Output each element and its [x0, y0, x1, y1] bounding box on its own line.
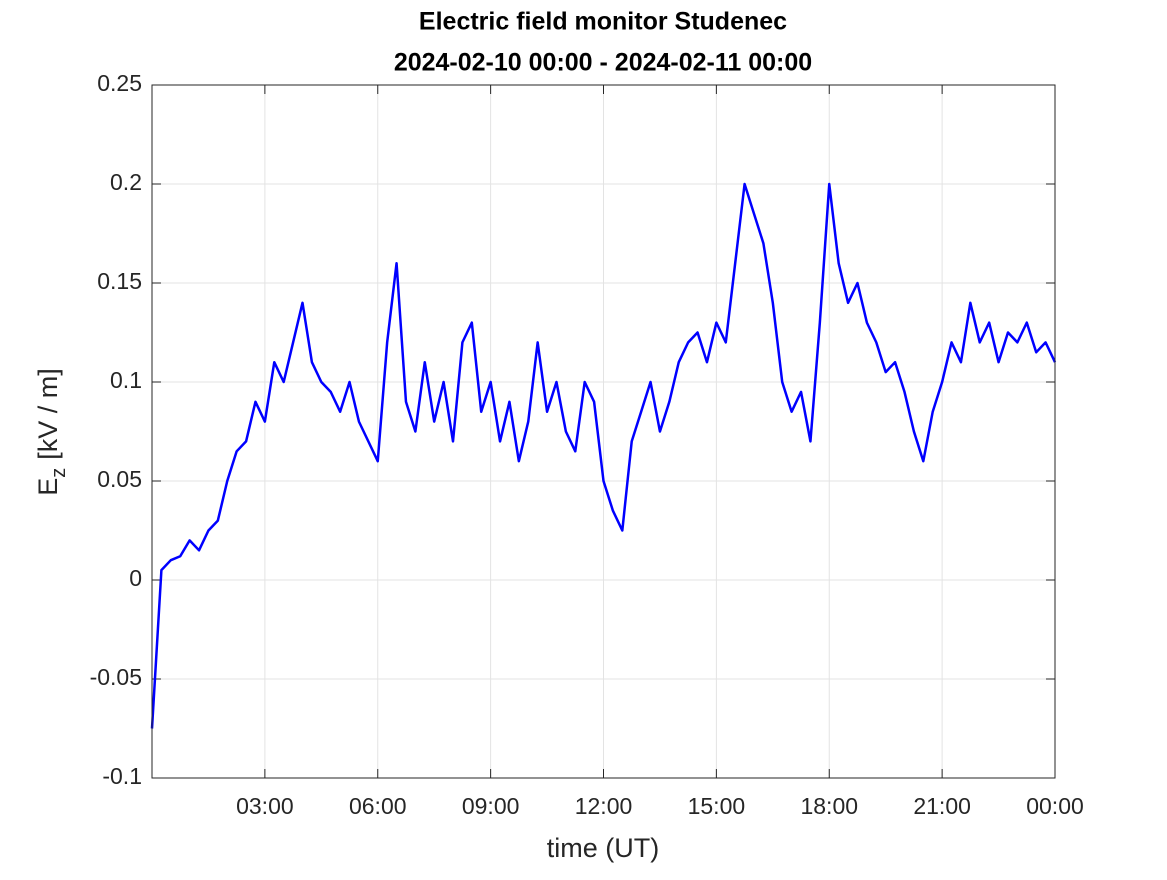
y-tick-label: 0.15: [97, 268, 142, 294]
plot-frame: [151, 84, 1056, 779]
y-axis-label: Ez [kV / m]: [33, 368, 70, 496]
y-tick-label: 0.2: [110, 169, 142, 195]
x-axis-label: time (UT): [547, 833, 659, 863]
data-line: [150, 182, 1057, 729]
x-tick-label: 21:00: [913, 793, 971, 819]
x-tick-label: 06:00: [349, 793, 407, 819]
y-tick-label: -0.05: [90, 664, 142, 690]
y-tick-label: 0.1: [110, 367, 142, 393]
chart-subtitle: 2024-02-10 00:00 - 2024-02-11 00:00: [394, 49, 812, 77]
x-tick-label: 18:00: [800, 793, 858, 819]
x-tick-label: 03:00: [236, 793, 294, 819]
chart-title: Electric field monitor Studenec: [419, 8, 787, 36]
y-tick-label: 0.25: [97, 70, 142, 96]
y-label-main: E: [33, 478, 63, 496]
y-label-sub: z: [48, 468, 70, 478]
x-tick-label: 15:00: [688, 793, 746, 819]
y-tick-label: 0: [129, 565, 142, 591]
y-tick-label: 0.05: [97, 466, 142, 492]
y-label-unit: [kV / m]: [33, 368, 63, 460]
y-tick-label: -0.1: [102, 763, 142, 789]
x-tick-label: 00:00: [1026, 793, 1084, 819]
x-tick-label: 09:00: [462, 793, 520, 819]
x-tick-label: 12:00: [575, 793, 633, 819]
